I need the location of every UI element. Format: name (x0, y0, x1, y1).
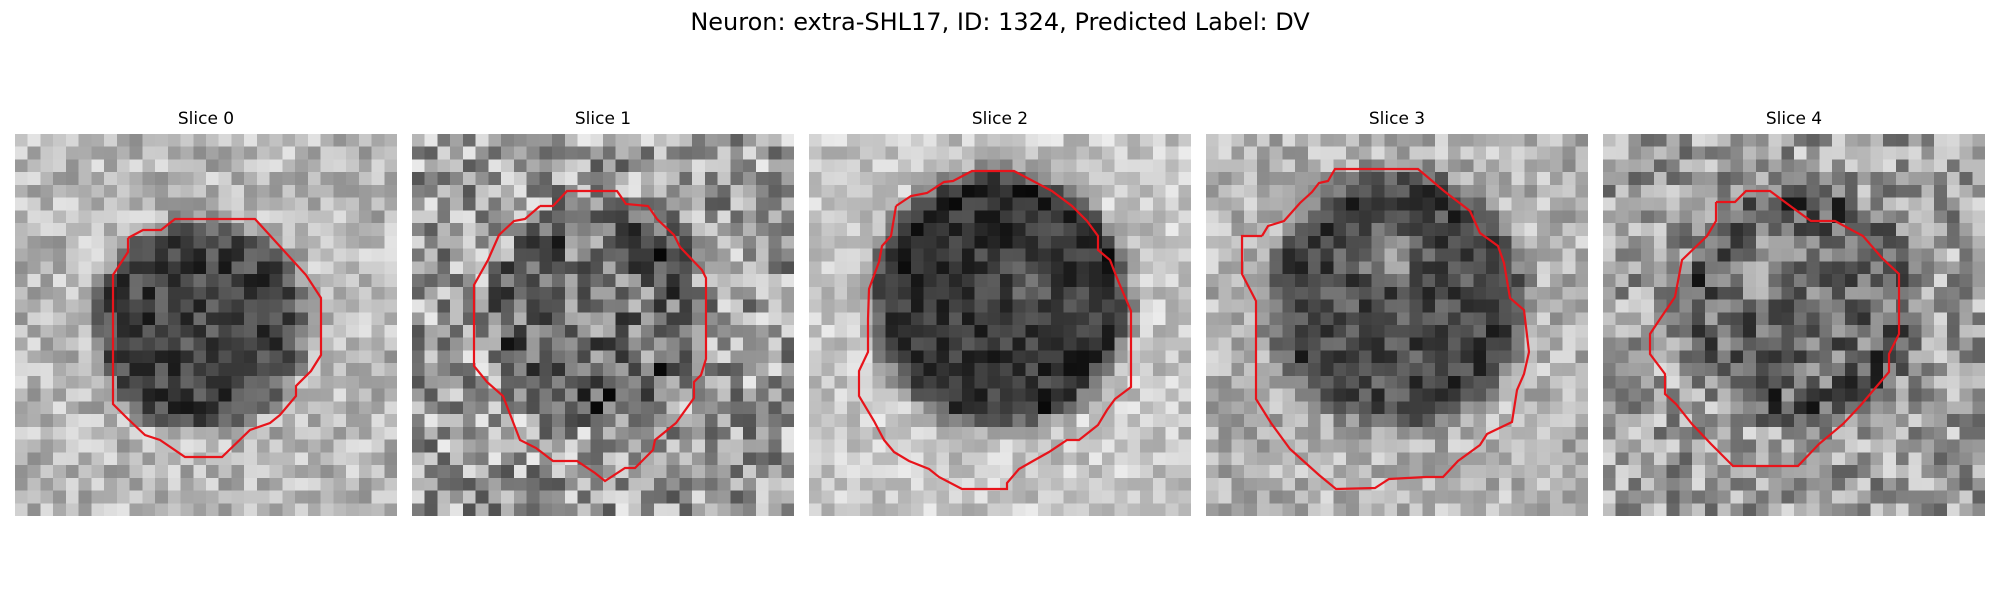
figure-title: Neuron: extra-SHL17, ID: 1324, Predicted… (690, 8, 1310, 36)
slice-title-4: Slice 4 (1765, 109, 1823, 129)
slice-grayscale-0 (15, 134, 397, 516)
slice-image-4 (1603, 134, 1985, 516)
cell-contour-0 (111, 217, 323, 459)
cell-contour-1 (472, 189, 708, 483)
slice-grayscale-2 (809, 134, 1191, 516)
slice-grayscale-4 (1603, 134, 1985, 516)
slice-title-1: Slice 1 (574, 109, 632, 129)
slice-grayscale-1 (412, 134, 794, 516)
slice-image-0 (15, 134, 397, 516)
slice-image-3 (1206, 134, 1588, 516)
slice-title-2: Slice 2 (971, 109, 1029, 129)
slice-image-1 (412, 134, 794, 516)
cell-contour-3 (1240, 167, 1531, 491)
slice-title-3: Slice 3 (1368, 109, 1426, 129)
cell-contour-2 (857, 169, 1133, 491)
slice-title-0: Slice 0 (177, 109, 235, 129)
cell-contour-4 (1648, 189, 1901, 468)
slice-grayscale-3 (1206, 134, 1588, 516)
slice-image-2 (809, 134, 1191, 516)
